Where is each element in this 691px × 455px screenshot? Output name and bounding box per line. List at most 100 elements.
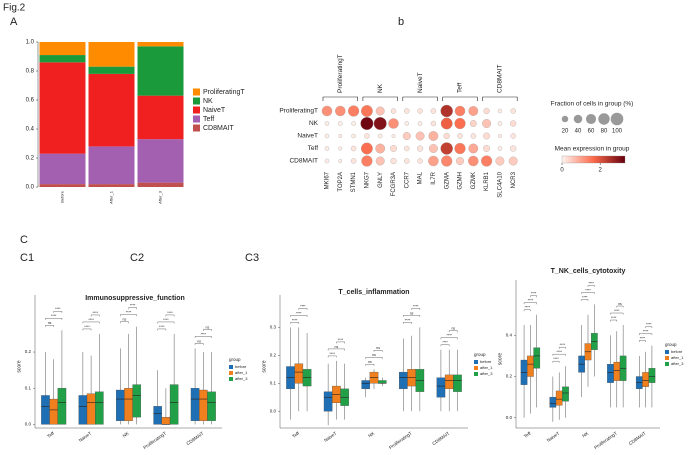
significance-label: **** bbox=[614, 309, 620, 313]
dot bbox=[483, 145, 491, 152]
legend-swatch bbox=[193, 115, 200, 123]
dot bbox=[440, 104, 453, 118]
panel-label: C1 bbox=[20, 252, 34, 264]
group-label: NaiveT bbox=[417, 72, 424, 93]
panel-label: A bbox=[10, 16, 18, 28]
legend-label: NK bbox=[203, 98, 213, 105]
legend-swatch bbox=[474, 366, 478, 370]
significance-label: **** bbox=[92, 311, 98, 315]
x-tick-label: NK bbox=[122, 431, 130, 439]
gene-label: MKI67 bbox=[325, 171, 331, 189]
legend-label: CD8MAIT bbox=[203, 125, 234, 132]
dot bbox=[456, 157, 464, 165]
box bbox=[436, 377, 446, 398]
dot bbox=[388, 118, 399, 129]
dot bbox=[497, 121, 503, 126]
dot bbox=[390, 108, 397, 114]
panel-label: b bbox=[398, 16, 404, 28]
significance-label: **** bbox=[405, 318, 411, 322]
significance-label: **** bbox=[88, 318, 94, 322]
box bbox=[86, 393, 96, 425]
significance-bracket bbox=[610, 312, 624, 315]
dot bbox=[430, 120, 437, 127]
dot bbox=[324, 158, 330, 164]
significance-bracket bbox=[440, 344, 450, 347]
chart-title: T_NK_cells_cytotoxity bbox=[551, 268, 626, 275]
y-tick-label: 0.1 bbox=[270, 380, 277, 385]
bar-segment bbox=[88, 73, 135, 147]
bar-segment bbox=[88, 66, 135, 74]
x-tick-label: ProliferatingT bbox=[388, 431, 413, 451]
gene-label: CCR7 bbox=[404, 171, 410, 188]
significance-label: ns bbox=[197, 339, 201, 343]
colorbar-label: 2 bbox=[599, 168, 603, 174]
significance-bracket bbox=[581, 299, 589, 301]
significance-bracket bbox=[559, 347, 566, 349]
x-tick-label: ProliferatingT bbox=[142, 431, 167, 451]
box bbox=[648, 368, 656, 383]
dot bbox=[402, 132, 411, 140]
y-axis-label: score bbox=[16, 360, 22, 372]
significance-bracket bbox=[373, 350, 383, 352]
dot bbox=[430, 108, 437, 114]
box bbox=[642, 372, 649, 387]
box bbox=[613, 361, 621, 381]
y-tick-label: 0.0 bbox=[270, 408, 277, 413]
gene-label: GZMA bbox=[444, 172, 450, 189]
dot bbox=[404, 158, 410, 164]
dot bbox=[468, 106, 479, 116]
row-label: CD8MAIT bbox=[289, 158, 318, 165]
bar-segment bbox=[88, 184, 135, 187]
box bbox=[562, 386, 569, 402]
box bbox=[41, 395, 50, 425]
dot bbox=[417, 145, 424, 152]
legend-label: after_1 bbox=[235, 370, 248, 375]
legend-swatch bbox=[474, 360, 478, 364]
group-label: CD8MAIT bbox=[497, 64, 504, 93]
significance-bracket bbox=[587, 285, 595, 287]
dot bbox=[348, 105, 360, 117]
significance-bracket bbox=[639, 340, 646, 343]
dot bbox=[350, 158, 357, 164]
group-bracket bbox=[442, 96, 478, 101]
significance-label: **** bbox=[446, 334, 452, 338]
significance-label: **** bbox=[51, 314, 57, 318]
size-key-label: 80 bbox=[601, 129, 608, 135]
significance-label: **** bbox=[296, 311, 302, 315]
significance-bracket bbox=[639, 333, 653, 336]
bar-segment bbox=[88, 146, 135, 185]
significance-bracket bbox=[365, 357, 383, 359]
legend-swatch bbox=[229, 371, 233, 375]
box bbox=[78, 395, 88, 425]
row-label: ProliferatingT bbox=[279, 108, 318, 115]
significance-bracket bbox=[290, 315, 308, 317]
x-tick-label: Teff bbox=[523, 430, 532, 439]
significance-label: **** bbox=[582, 295, 588, 299]
significance-label: ns bbox=[123, 318, 127, 322]
size-key-label: 40 bbox=[575, 129, 582, 135]
bar-segment bbox=[39, 153, 86, 185]
dot bbox=[375, 143, 386, 154]
significance-bracket bbox=[645, 326, 653, 329]
significance-label: **** bbox=[292, 318, 298, 322]
significance-label: **** bbox=[159, 325, 165, 329]
significance-bracket bbox=[365, 364, 375, 366]
box bbox=[399, 371, 408, 390]
legend-label: after_3 bbox=[671, 361, 684, 366]
dot bbox=[338, 134, 343, 138]
box bbox=[116, 389, 125, 421]
size-key-label: 100 bbox=[612, 129, 623, 135]
gene-label: SLC4A10 bbox=[497, 171, 503, 197]
legend-swatch bbox=[665, 350, 669, 354]
size-key-label: 60 bbox=[588, 129, 595, 135]
bar-segment bbox=[137, 139, 184, 183]
x-tick-label: Teff bbox=[291, 430, 300, 439]
box bbox=[207, 391, 216, 421]
group-label: NK bbox=[377, 83, 384, 93]
y-tick-label: 0.0 bbox=[26, 185, 35, 191]
significance-bracket bbox=[53, 311, 63, 313]
dot bbox=[497, 146, 503, 151]
size-key bbox=[610, 112, 624, 126]
row-label: NK bbox=[309, 120, 319, 127]
y-tick-label: 0.2 bbox=[506, 374, 513, 379]
